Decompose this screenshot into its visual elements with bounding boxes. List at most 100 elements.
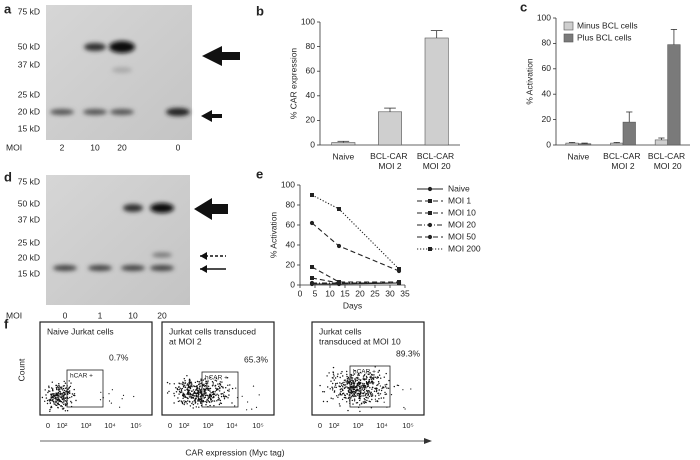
dot	[379, 393, 382, 395]
dot	[360, 382, 362, 384]
dot	[100, 391, 102, 393]
dot	[378, 398, 380, 400]
dot	[374, 387, 376, 390]
dot	[55, 400, 57, 402]
dot	[378, 392, 380, 394]
dot	[366, 376, 368, 379]
legend-label: MOI 50	[448, 231, 476, 241]
dot	[194, 381, 197, 384]
dot	[380, 377, 382, 379]
dot	[346, 401, 348, 403]
y-tick-label: 100	[301, 16, 315, 26]
dot	[53, 393, 55, 395]
dot	[217, 389, 219, 391]
legend-swatch	[563, 33, 574, 43]
dot	[367, 393, 370, 396]
dot	[352, 374, 354, 376]
dot	[358, 397, 360, 399]
dot	[206, 394, 209, 397]
dot	[370, 373, 373, 376]
x-axis-label: CAR expression (Myc tag)	[185, 447, 284, 457]
dot	[241, 395, 243, 397]
dot	[366, 382, 368, 384]
dot	[60, 405, 62, 407]
dot	[196, 387, 199, 390]
dot	[206, 401, 208, 404]
dot	[371, 393, 374, 395]
dot	[346, 370, 348, 373]
dot	[356, 393, 358, 395]
dot	[370, 394, 372, 396]
dot	[52, 398, 54, 401]
dot	[353, 382, 355, 385]
dot	[357, 374, 360, 376]
gate-label: hCAR +	[205, 375, 228, 382]
dot	[332, 377, 334, 379]
dot	[332, 373, 335, 375]
dot	[377, 384, 379, 386]
dot	[235, 387, 237, 389]
dot	[367, 370, 369, 373]
dot	[45, 397, 48, 399]
error-bar	[337, 140, 350, 143]
dot	[361, 386, 363, 388]
dot	[73, 393, 76, 395]
dot	[108, 393, 110, 395]
x-tick-label: 10²	[179, 421, 190, 430]
dot	[197, 400, 199, 402]
dot	[353, 373, 356, 375]
dot	[198, 398, 200, 400]
y-tick-label: 80	[286, 199, 296, 209]
dot	[353, 388, 355, 391]
dot	[374, 398, 376, 400]
dot	[199, 401, 202, 403]
dot	[51, 381, 53, 383]
x-tick-label: 30	[385, 288, 395, 298]
dot	[190, 381, 192, 383]
gate-label: hCAR +	[70, 373, 93, 380]
dot	[341, 382, 344, 384]
dot	[352, 391, 354, 393]
dot	[227, 384, 229, 386]
dot	[346, 375, 348, 378]
dot	[378, 394, 380, 396]
y-axis-label: % Activation	[524, 58, 534, 105]
dot	[378, 389, 380, 391]
dot	[339, 385, 341, 388]
dot	[204, 378, 206, 380]
dot	[353, 384, 355, 386]
dot	[48, 399, 50, 401]
lane-label: 20	[157, 310, 167, 320]
dot	[223, 394, 225, 396]
dot	[371, 388, 373, 390]
dot	[52, 397, 55, 399]
dot	[372, 374, 374, 376]
y-tick-label: 20	[306, 115, 316, 125]
dot	[350, 389, 352, 391]
dot	[64, 382, 67, 384]
y-tick-label: 40	[286, 239, 296, 249]
dot	[204, 385, 206, 388]
dot	[323, 391, 326, 393]
dot	[187, 389, 189, 392]
dot	[69, 390, 71, 392]
dot	[345, 381, 347, 383]
dot	[51, 400, 53, 402]
dot	[326, 400, 328, 403]
dot	[347, 382, 349, 384]
bar	[578, 143, 592, 146]
dot	[64, 404, 67, 407]
dot	[361, 395, 363, 397]
dot	[47, 391, 49, 394]
dot	[56, 396, 58, 398]
dot	[379, 385, 381, 387]
dot	[66, 410, 69, 412]
dot	[346, 380, 349, 382]
dot	[360, 390, 362, 392]
point	[396, 280, 402, 286]
dot	[57, 392, 60, 394]
dot	[366, 386, 369, 388]
dot	[210, 395, 213, 398]
dot	[353, 392, 355, 395]
panel-label: d	[4, 169, 12, 184]
